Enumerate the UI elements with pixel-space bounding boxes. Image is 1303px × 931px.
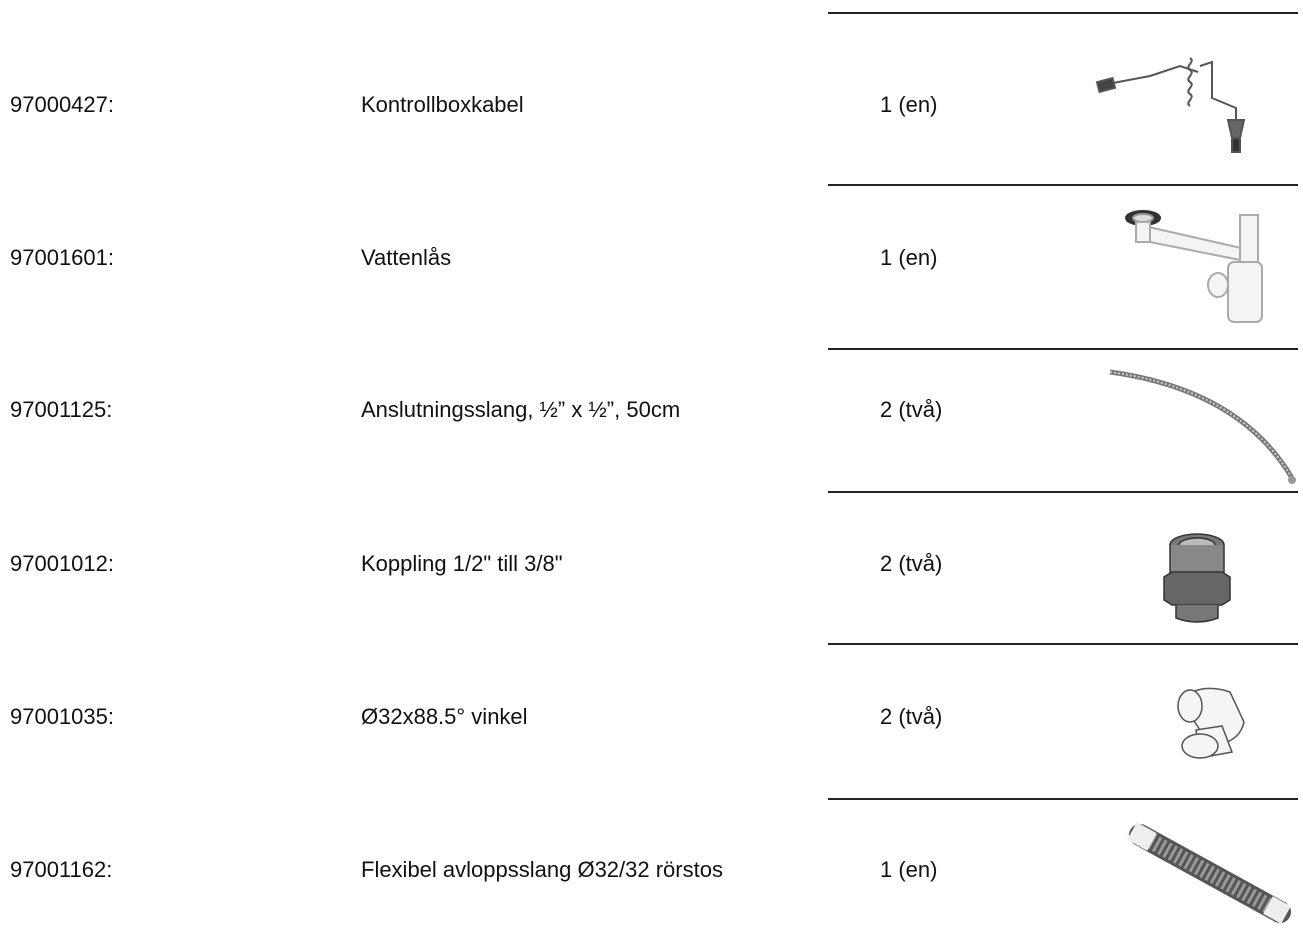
part-name: Anslutningsslang, ½” x ½”, 50cm: [361, 397, 680, 422]
cable-icon: [1095, 57, 1246, 153]
part-quantity: 1 (en): [880, 857, 937, 882]
part-number: 97001035:: [10, 704, 114, 729]
part-quantity: 1 (en): [880, 92, 937, 117]
part-quantity: 2 (två): [880, 397, 942, 422]
part-name: Ø32x88.5° vinkel: [361, 704, 528, 729]
elbow-icon: [1177, 687, 1245, 759]
part-name: Kontrollboxkabel: [361, 92, 524, 117]
coupling-icon: [1163, 533, 1231, 623]
part-quantity: 1 (en): [880, 245, 937, 270]
part-name: Vattenlås: [361, 245, 451, 270]
part-number: 97001162:: [10, 857, 112, 882]
part-name: Koppling 1/2" till 3/8": [361, 551, 563, 576]
trap-icon: [1125, 210, 1263, 323]
part-quantity: 2 (två): [880, 704, 942, 729]
flex-hose-icon: [1127, 822, 1291, 924]
separators: [828, 12, 1298, 800]
part-number: 97001601:: [10, 245, 114, 270]
part-number: 97000427:: [10, 92, 114, 117]
part-name: Flexibel avloppsslang Ø32/32 rörstos: [361, 857, 723, 882]
part-quantity: 2 (två): [880, 551, 942, 576]
part-number: 97001012:: [10, 551, 114, 576]
part-number: 97001125:: [10, 397, 112, 422]
hose-icon: [1109, 369, 1296, 484]
